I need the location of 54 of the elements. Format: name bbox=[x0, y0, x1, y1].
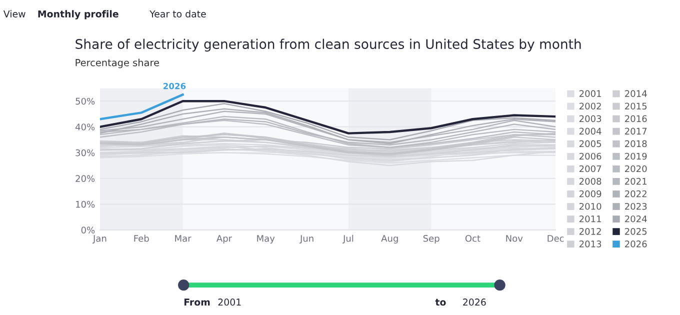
legend-label: 2018 bbox=[625, 140, 647, 148]
legend-label: 2007 bbox=[579, 165, 602, 172]
y-tick-label: 0% bbox=[81, 226, 95, 234]
text: 2001 bbox=[218, 298, 241, 306]
x-tick-label: Feb bbox=[134, 234, 149, 242]
text: Monthly profile bbox=[38, 10, 118, 20]
legend-label: 2004 bbox=[579, 128, 602, 135]
legend-label: 2002 bbox=[579, 102, 601, 110]
text: to bbox=[435, 298, 446, 306]
x-tick-label: May bbox=[257, 235, 275, 244]
text: From bbox=[184, 298, 210, 306]
x-tick-label: Nov bbox=[506, 235, 523, 242]
legend-label: 2016 bbox=[625, 115, 647, 122]
legend-label: 2008 bbox=[579, 178, 602, 185]
legend-label: 2025 bbox=[625, 228, 647, 235]
x-tick-label: Apr bbox=[216, 235, 232, 244]
legend-label: 2022 bbox=[625, 190, 646, 198]
legend-label: 2013 bbox=[579, 240, 602, 248]
legend-label: 2003 bbox=[579, 115, 602, 122]
text: 2026 bbox=[463, 298, 486, 306]
x-tick-label: Jan bbox=[92, 235, 106, 244]
y-tick-label: 40% bbox=[75, 124, 95, 130]
legend-label: 2023 bbox=[625, 202, 647, 210]
legend-label: 2010 bbox=[579, 202, 602, 210]
legend-label: 2005 bbox=[579, 140, 602, 148]
legend-label: 2020 bbox=[625, 165, 647, 172]
x-tick-label: Aug bbox=[381, 235, 398, 244]
y-tick-label: 20% bbox=[76, 175, 95, 182]
legend-label: 2006 bbox=[579, 152, 602, 160]
text: View bbox=[3, 10, 26, 18]
annotation: 2026 bbox=[164, 82, 186, 90]
x-tick-label: Oct bbox=[465, 234, 480, 242]
y-tick-label: 10% bbox=[76, 200, 95, 208]
legend-label: 2012 bbox=[579, 228, 601, 235]
legend-label: 2009 bbox=[579, 190, 602, 198]
legend-label: 2001 bbox=[579, 90, 601, 98]
chart-title: Share of electricity generation from clean sources in United States by month bbox=[76, 38, 581, 52]
legend-label: 2015 bbox=[625, 102, 647, 110]
legend-label: 2019 bbox=[625, 152, 647, 160]
x-tick-label: Jun bbox=[300, 235, 314, 244]
x-tick-label: Jul bbox=[342, 234, 354, 244]
x-tick-label: Mar bbox=[175, 235, 192, 242]
x-tick-label: Sep bbox=[423, 234, 440, 244]
x-tick-label: Dec bbox=[548, 235, 564, 242]
text: Year to date bbox=[150, 10, 206, 18]
legend-label: 2026 bbox=[625, 240, 647, 248]
legend-label: 2021 bbox=[625, 178, 647, 185]
legend-label: 2024 bbox=[625, 215, 647, 222]
y-tick-label: 30% bbox=[76, 149, 95, 156]
chart-subtitle: Percentage share bbox=[76, 58, 159, 68]
y-tick-label: 50% bbox=[76, 98, 95, 105]
legend-label: 2011 bbox=[579, 215, 601, 222]
legend-label: 2017 bbox=[625, 128, 647, 135]
legend-label: 2014 bbox=[625, 90, 647, 98]
